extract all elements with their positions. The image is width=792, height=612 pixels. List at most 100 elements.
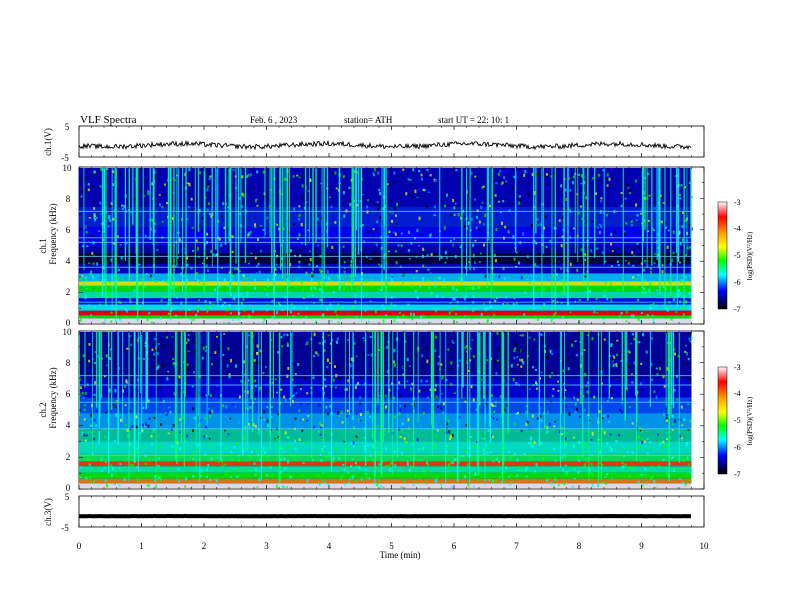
spec-speckle <box>593 395 596 399</box>
spec-speckle <box>311 274 314 278</box>
spec-speckle <box>353 444 356 448</box>
spec-speckle <box>689 470 692 473</box>
spec-speckle <box>104 336 107 339</box>
spec-speckle <box>554 443 557 446</box>
spec-speckle <box>225 308 228 312</box>
spec-speckle <box>670 318 673 321</box>
spec-speckle <box>676 374 679 378</box>
spec-speckle <box>496 342 499 347</box>
spec-speckle <box>138 432 141 434</box>
spec-speckle <box>256 204 259 207</box>
spec-speckle <box>640 473 643 476</box>
spec-speckle <box>400 232 403 235</box>
spec-speckle <box>84 279 87 282</box>
spec-speckle <box>600 225 603 229</box>
spec-speckle <box>177 467 180 471</box>
spec-speckle <box>258 362 261 365</box>
spec-speckle <box>472 243 475 247</box>
spec-speckle <box>232 271 235 275</box>
spec-speckle <box>256 170 259 174</box>
spec-speckle <box>513 175 516 179</box>
spec-speckle <box>105 483 108 487</box>
spec-speckle <box>661 264 664 267</box>
spec-speckle <box>231 235 234 238</box>
spec-speckle <box>337 411 340 413</box>
spec-speckle <box>459 245 462 249</box>
spec-speckle <box>313 286 316 290</box>
spec-speckle <box>646 452 649 455</box>
spec-speckle <box>447 201 450 204</box>
spec-speckle <box>87 183 90 186</box>
spec-speckle <box>259 487 262 488</box>
spec-speckle <box>505 180 508 183</box>
spec-speckle <box>316 265 319 268</box>
spec-speckle <box>641 312 644 314</box>
spec-speckle <box>378 188 381 192</box>
spec-speckle <box>494 404 497 408</box>
spec-speckle <box>671 414 674 418</box>
spec-speckle <box>650 270 653 274</box>
spec-speckle <box>483 482 486 486</box>
spec-speckle <box>557 260 560 264</box>
spec-speckle <box>156 366 159 370</box>
spec-speckle <box>119 172 122 176</box>
spec-speckle <box>376 242 379 245</box>
spec-speckle <box>440 393 443 395</box>
spec-speckle <box>288 436 291 439</box>
spec-speckle <box>642 333 645 337</box>
spec-speckle <box>414 353 417 356</box>
spec-speckle <box>380 264 383 268</box>
spec-speckle <box>484 274 487 278</box>
spec-speckle <box>313 332 316 337</box>
spec-speckle <box>625 440 628 443</box>
spec-speckle <box>161 280 164 283</box>
spec-speckle <box>476 294 479 297</box>
spec-speckle <box>305 201 308 204</box>
spec-speckle <box>211 409 214 413</box>
spec-speckle <box>422 264 425 268</box>
spec-speckle <box>553 345 556 348</box>
spec-speckle <box>100 458 103 461</box>
spec-speckle <box>392 231 395 234</box>
spec-speckle <box>111 170 114 174</box>
spec-speckle <box>357 273 360 276</box>
spec-speckle <box>684 212 687 215</box>
spec-speckle <box>438 276 441 280</box>
spec-speckle <box>342 306 345 309</box>
spec-speckle <box>564 436 567 441</box>
spec-speckle <box>249 230 252 234</box>
spec-speckle <box>318 281 321 284</box>
spec-speckle <box>241 204 244 208</box>
spec-speckle <box>551 394 554 398</box>
spec-speckle <box>187 350 190 353</box>
spec-band <box>79 472 692 479</box>
spec-speckle <box>361 223 364 227</box>
spec-speckle <box>377 435 380 439</box>
spec-speckle <box>190 197 193 201</box>
spec-speckle <box>630 373 633 376</box>
spec-speckle <box>570 362 573 366</box>
spec-speckle <box>84 294 87 297</box>
spec-speckle <box>99 201 102 205</box>
spec-speckle <box>298 438 301 441</box>
spec-speckle <box>340 283 343 285</box>
spec-speckle <box>217 460 220 463</box>
spec-speckle <box>206 232 209 236</box>
spec-speckle <box>302 462 305 464</box>
spec-speckle <box>260 259 263 262</box>
spec-speckle <box>296 191 299 195</box>
spec-speckle <box>191 338 194 342</box>
spec-speckle <box>237 420 240 424</box>
spec-speckle <box>94 289 97 293</box>
spec-speckle <box>446 445 449 448</box>
spec-speckle <box>280 335 283 339</box>
spec-speckle <box>402 274 405 277</box>
spec-speckle <box>126 171 129 175</box>
spec-speckle <box>684 337 687 340</box>
spec-speckle <box>493 313 496 317</box>
spec-speckle <box>233 298 236 301</box>
spec-speckle <box>652 302 655 305</box>
spec-speckle <box>326 483 329 486</box>
spec-speckle <box>540 441 543 445</box>
spec-speckle <box>418 477 421 480</box>
